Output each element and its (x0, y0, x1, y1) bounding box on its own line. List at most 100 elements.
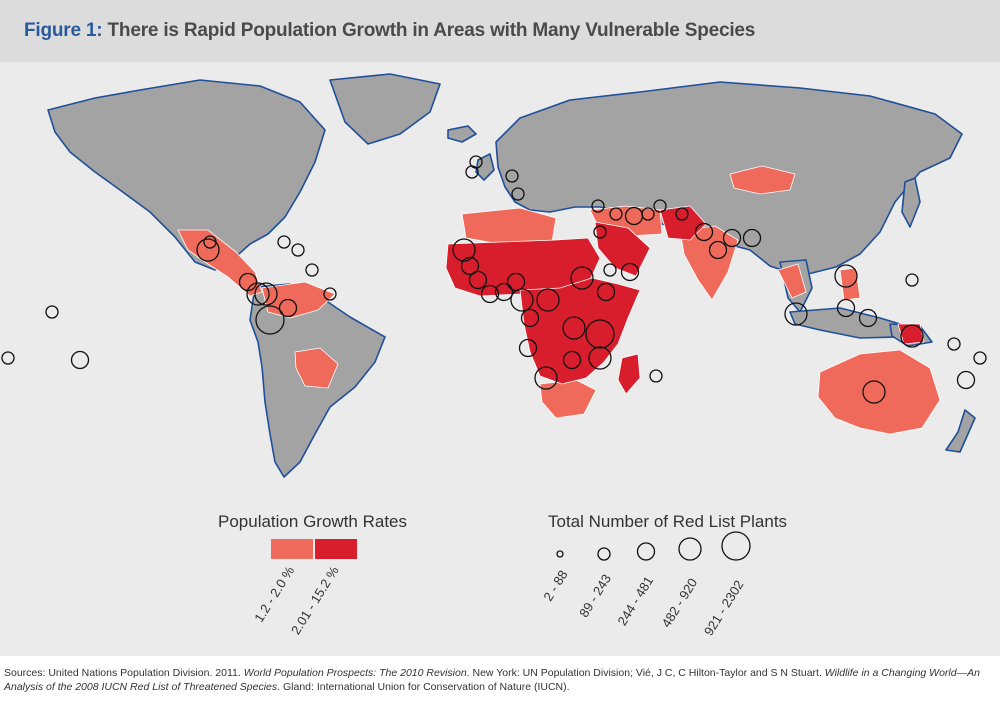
plant-legend-circle-1 (556, 550, 564, 558)
region-southeast-asia-low (777, 263, 807, 299)
plant-circle-marker (536, 288, 560, 312)
plant-circle-marker (45, 305, 59, 319)
plant-legend-circle-5 (721, 531, 751, 561)
figure-title-text: There is Rapid Population Growth in Area… (107, 20, 756, 41)
plant-circle-marker (506, 272, 526, 292)
region-australia (817, 349, 941, 435)
plant-circle-marker (70, 350, 90, 370)
plant-circle-marker (305, 263, 319, 277)
plant-circle-marker (1, 351, 15, 365)
plant-circle-marker (480, 284, 500, 304)
plant-circle-marker (460, 256, 480, 276)
plant-legend-circles (556, 531, 751, 561)
plant-circle-marker (505, 169, 519, 183)
region-arabian-peninsula (594, 221, 651, 277)
region-mongolia (729, 165, 796, 195)
land-layer (47, 73, 976, 478)
region-bolivia (294, 347, 339, 389)
plant-circle-marker (649, 369, 663, 383)
sources-part-2: . New York: UN Population Division; Vié,… (466, 667, 825, 679)
plant-circle-marker (468, 270, 488, 290)
plant-circle-marker (196, 238, 220, 262)
plant-circle-marker (900, 324, 924, 348)
plant-circle-marker (278, 298, 298, 318)
plant-circle-marker (858, 308, 878, 328)
region-philippines (839, 267, 861, 301)
plant-circle-marker (742, 228, 762, 248)
map-area: Population Growth Rates 1.2 - 2.0 % 2.01… (0, 62, 1000, 656)
growth-low-layer (177, 165, 941, 435)
plant-circle-marker (291, 243, 305, 257)
region-north-africa (461, 207, 557, 245)
region-pakistan-afghanistan (659, 205, 707, 241)
plant-circle-marker (277, 235, 291, 249)
plant-circle-marker (591, 199, 605, 213)
plant-circle-marker (722, 228, 742, 248)
plant-circle-marker (784, 302, 808, 326)
plant-circle-marker (562, 316, 586, 340)
plant-circle-marker (653, 199, 667, 213)
plant-circle-marker (452, 238, 476, 262)
plant-circle-marker (609, 207, 623, 221)
growth-high-layer (445, 205, 925, 395)
growth-swatch-high (315, 539, 357, 559)
sources-title-1: World Population Prospects: The 2010 Rev… (243, 667, 467, 679)
sources-title-2: Wildlife in a Changing World—An Analysis… (4, 667, 980, 693)
plant-circle-marker (255, 305, 285, 335)
plant-circle-marker (588, 346, 612, 370)
plant-circle-marker (562, 350, 582, 370)
world-map (1, 73, 987, 561)
plant-circle-marker (534, 366, 558, 390)
plant-circle-marker (510, 288, 534, 312)
figure-header: Figure 1: There is Rapid Population Grow… (0, 0, 1000, 62)
plants-legend-title: Total Number of Red List Plants (548, 512, 788, 531)
figure-number: Figure 1: (24, 20, 103, 41)
plant-circle-marker (593, 225, 607, 239)
plant-circle-marker (620, 262, 640, 282)
plant-circle-marker (956, 370, 976, 390)
plant-circle-marker (641, 207, 655, 221)
sources-note: Sources: United Nations Population Divis… (4, 666, 994, 694)
land-uk (475, 153, 495, 181)
land-greenland (329, 73, 441, 145)
plant-circle-marker (203, 235, 217, 249)
growth-legend-title: Population Growth Rates (218, 512, 407, 531)
plant-circle-marker (603, 263, 617, 277)
sources-part-3: . Gland: International Union for Conserv… (277, 681, 570, 693)
growth-swatch-low (271, 539, 313, 559)
region-southern-africa (539, 379, 597, 419)
plant-legend-circle-4 (678, 537, 702, 561)
plant-circle-marker (570, 266, 594, 290)
region-new-guinea-high (897, 323, 925, 345)
plant-circle-marker (834, 264, 858, 288)
land-iceland (447, 125, 477, 143)
plant-circle-marker (862, 380, 886, 404)
plant-circle-marker (518, 338, 538, 358)
plant-circle-marker (947, 337, 961, 351)
sources-part-1: Sources: United Nations Population Divis… (4, 667, 244, 679)
plant-circle-marker (254, 282, 278, 306)
plant-circle-marker (596, 282, 616, 302)
region-madagascar (617, 353, 641, 395)
land-new-zealand (945, 409, 976, 453)
plant-circle-marker (511, 187, 525, 201)
region-south-asia (679, 225, 739, 301)
region-mexico-central-america (177, 229, 263, 297)
plant-circle-marker (708, 240, 728, 260)
plant-circle-marker (494, 282, 514, 302)
region-colombia-venezuela (261, 281, 336, 319)
plant-circle-marker (585, 319, 615, 349)
plant-circle-marker (836, 298, 856, 318)
plant-circle-marker (694, 222, 714, 242)
plant-circle-marker (905, 273, 919, 287)
land-north-america (47, 79, 326, 271)
plant-circle-marker (246, 282, 270, 306)
plant-circle-marker (520, 308, 540, 328)
land-japan (901, 177, 921, 228)
figure-title: Figure 1: There is Rapid Population Grow… (24, 20, 755, 42)
plant-legend-circle-2 (597, 547, 611, 561)
land-eurasia (495, 81, 963, 277)
plant-circle-marker (465, 165, 479, 179)
plant-circle-marker (973, 351, 987, 365)
plant-circles-layer (1, 155, 987, 404)
